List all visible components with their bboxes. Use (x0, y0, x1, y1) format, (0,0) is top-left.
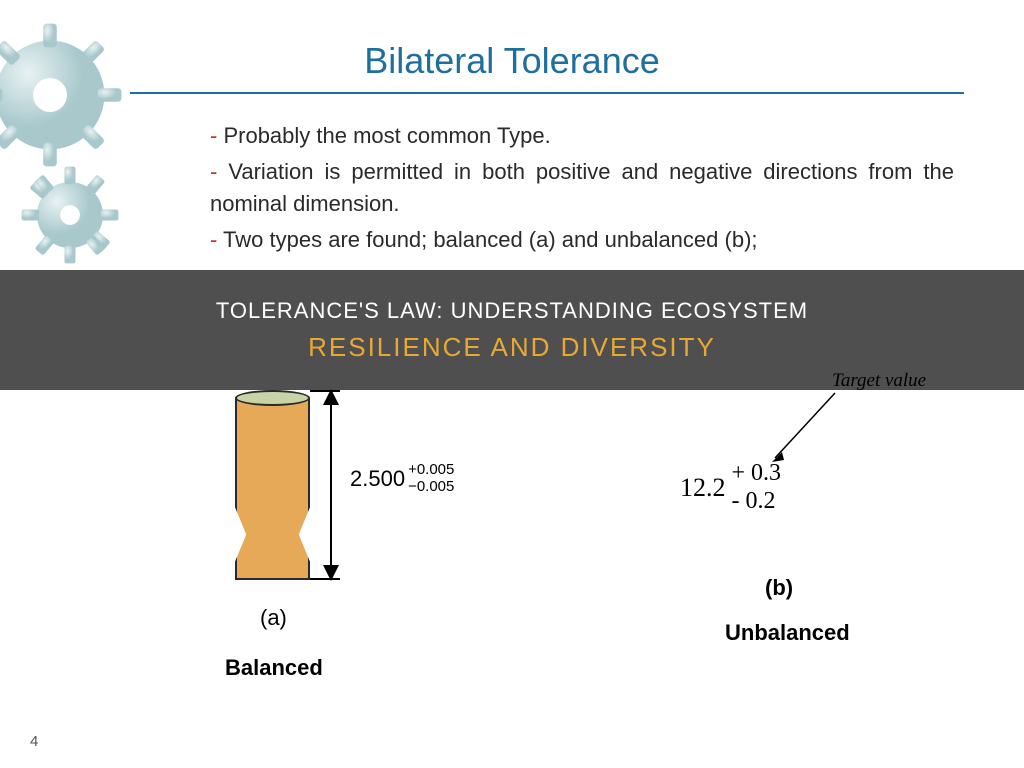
figure-a-label: (a) (260, 605, 287, 631)
bullet-list: - Probably the most common Type. - Varia… (210, 120, 954, 260)
figure-a-name: Balanced (225, 655, 323, 681)
title-underline (130, 92, 964, 94)
slide-title: Bilateral Tolerance (0, 40, 1024, 82)
bullet-item: - Two types are found; balanced (a) and … (210, 224, 954, 256)
shaft-drawing (235, 390, 310, 580)
bullet-item: - Variation is permitted in both positiv… (210, 156, 954, 220)
figure-b-name: Unbalanced (725, 620, 850, 646)
page-number: 4 (30, 733, 38, 750)
dimension-b: 12.2 + 0.3 - 0.2 (680, 460, 781, 515)
figure-a-balanced: 2.500 +0.005 −0.005 (a) Balanced (195, 390, 475, 650)
banner-line-1: TOLERANCE'S LAW: UNDERSTANDING ECOSYSTEM (216, 298, 808, 324)
leader-line (770, 388, 850, 468)
banner-line-2: RESILIENCE AND DIVERSITY (308, 332, 716, 363)
dimension-a: 2.500 +0.005 −0.005 (350, 462, 454, 495)
figure-b-label: (b) (765, 575, 793, 601)
gear-icon-small (15, 160, 125, 270)
bullet-item: - Probably the most common Type. (210, 120, 954, 152)
figure-b-unbalanced: Target value 12.2 + 0.3 - 0.2 (b) Unbala… (660, 370, 980, 650)
gear-icon-large (0, 10, 135, 180)
